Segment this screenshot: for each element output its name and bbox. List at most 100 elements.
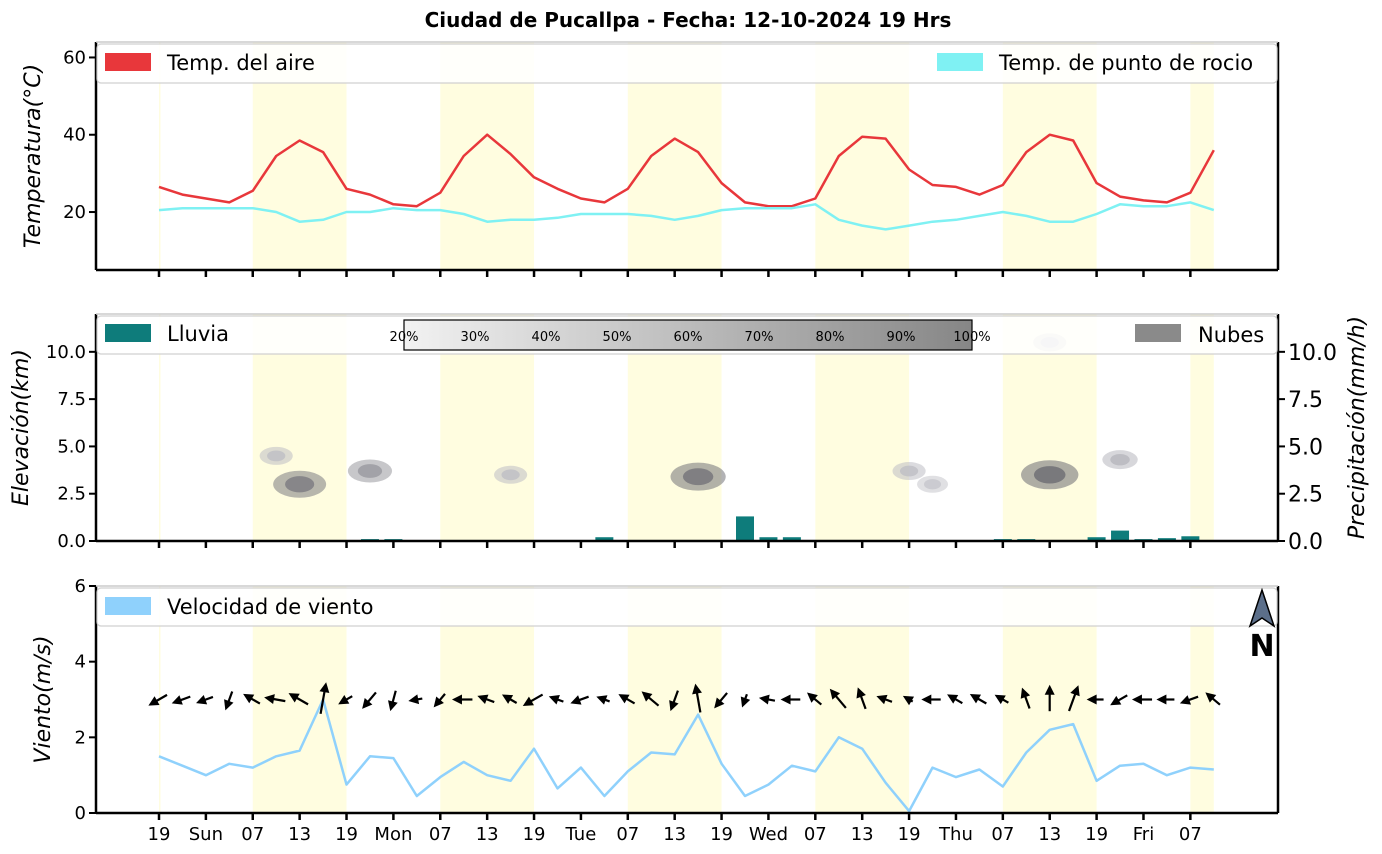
wind-arrow-head <box>1070 685 1080 697</box>
x-tick-label: Tue <box>565 824 597 845</box>
wind-arrow-shaft <box>1067 692 1077 712</box>
wind-arrow-head <box>501 694 514 704</box>
y-tick-label: 6 <box>75 576 86 597</box>
wind-arrow-head <box>947 694 959 704</box>
legend-wind <box>96 587 1278 627</box>
x-tick-label: 19 <box>523 824 546 845</box>
wind-arrow-head <box>224 699 234 711</box>
colorbar-label: 20% <box>390 330 419 345</box>
wind-arrow-head <box>548 695 560 705</box>
wind-arrow-head <box>570 695 582 705</box>
wind-arrow <box>1131 694 1153 705</box>
wind-arrow-shaft <box>695 691 702 713</box>
wind-arrow <box>1205 692 1221 706</box>
wind-arrow-shaft <box>672 690 679 705</box>
y-tick-label: 0 <box>75 803 86 824</box>
wind-arrow <box>171 695 191 705</box>
wind-arrow <box>196 694 214 705</box>
cloud-core <box>682 468 714 486</box>
y-tick-label-right: 0.0 <box>1288 530 1323 555</box>
wind-arrow <box>829 688 847 709</box>
wind-arrow <box>969 693 987 705</box>
y-tick-label: 7.5 <box>57 389 86 410</box>
series-air-temp <box>158 133 1215 208</box>
y-tick-label: 2.5 <box>57 484 86 505</box>
wind-arrow-head <box>692 683 702 695</box>
x-tick-label: 19 <box>1085 824 1108 845</box>
wind-arrow <box>288 693 309 706</box>
wind-arrow-head <box>1086 694 1097 705</box>
x-tick-label: 13 <box>663 824 686 845</box>
legend-rain-swatch <box>105 324 151 342</box>
wind-arrow <box>596 695 611 705</box>
wind-arrow-head <box>994 694 1006 705</box>
wind-arrow-head <box>714 697 725 709</box>
legend-wind-speed-swatch <box>105 597 151 615</box>
y-axis-label-temperature: Temperatura(°C) <box>21 64 46 248</box>
wind-arrow-head <box>758 694 770 705</box>
wind-arrow <box>714 692 728 709</box>
y-axis-label-precipitation: Precipitación(mm/h) <box>1345 316 1370 539</box>
wind-arrow-head <box>362 698 373 709</box>
daytime-band <box>159 42 161 270</box>
wind-arrow <box>1179 695 1199 705</box>
x-tick-label: 07 <box>991 824 1014 845</box>
wind-arrow <box>1067 685 1080 712</box>
wind-arrow <box>522 693 544 706</box>
wind-arrow-head <box>433 696 444 708</box>
north-arrow-icon <box>1248 587 1276 628</box>
wind-arrow-head <box>618 694 630 704</box>
y-tick-label: 20 <box>63 202 86 223</box>
wind-arrow <box>362 691 377 709</box>
wind-arrow-shaft <box>366 691 377 704</box>
wind-arrow <box>780 694 801 705</box>
x-tick-label: 13 <box>851 824 874 845</box>
cloud-core <box>1110 453 1130 466</box>
wind-arrow-head <box>856 687 866 699</box>
wind-arrow-head <box>338 694 350 705</box>
wind-arrow <box>338 694 353 705</box>
wind-arrow <box>388 690 398 712</box>
wind-arrow <box>641 691 660 707</box>
wind-arrow-shaft <box>227 691 234 704</box>
wind-arrow <box>876 694 893 705</box>
y-tick-label-right: 2.5 <box>1288 483 1323 508</box>
daytime-band <box>1190 42 1214 270</box>
rain-bar <box>736 516 754 541</box>
colorbar-label: 80% <box>816 330 845 345</box>
wind-arrow <box>806 692 823 706</box>
legend-clouds-swatch <box>1135 324 1181 342</box>
wind-arrow-head <box>1179 695 1191 705</box>
y-tick-label-right: 7.5 <box>1288 388 1323 413</box>
colorbar-label: 60% <box>674 330 703 345</box>
rain-bar <box>1111 530 1130 541</box>
wind-arrow-head <box>451 694 462 705</box>
wind-arrow <box>548 695 564 705</box>
y-tick-label-right: 10.0 <box>1288 341 1337 366</box>
wind-arrow-head <box>388 700 398 712</box>
wind-arrow-head <box>829 688 841 700</box>
wind-arrow-head <box>921 694 932 705</box>
wind-arrow-head <box>740 696 751 708</box>
daytime-band <box>159 314 161 541</box>
y-tick-label: 5.0 <box>57 436 86 457</box>
y-tick-label: 2 <box>75 727 86 748</box>
wind-arrow <box>1044 684 1055 712</box>
cloud-core <box>899 465 919 477</box>
wind-arrow-shaft <box>1023 694 1031 709</box>
wind-arrow <box>740 693 751 708</box>
colorbar-label: 30% <box>461 330 490 345</box>
wind-arrow <box>243 693 261 705</box>
wind-arrow-head <box>1156 694 1167 705</box>
wind-arrow-head <box>641 691 653 702</box>
x-tick-label: 19 <box>710 824 733 845</box>
wind-arrow-shaft <box>834 694 847 709</box>
y-tick-label: 10.0 <box>46 342 86 363</box>
wind-arrow <box>692 683 702 713</box>
wind-arrow <box>1156 694 1175 705</box>
colorbar-label: 50% <box>603 330 632 345</box>
legend-air-temp-label: Temp. del aire <box>166 51 315 75</box>
daytime-band <box>1190 586 1214 813</box>
